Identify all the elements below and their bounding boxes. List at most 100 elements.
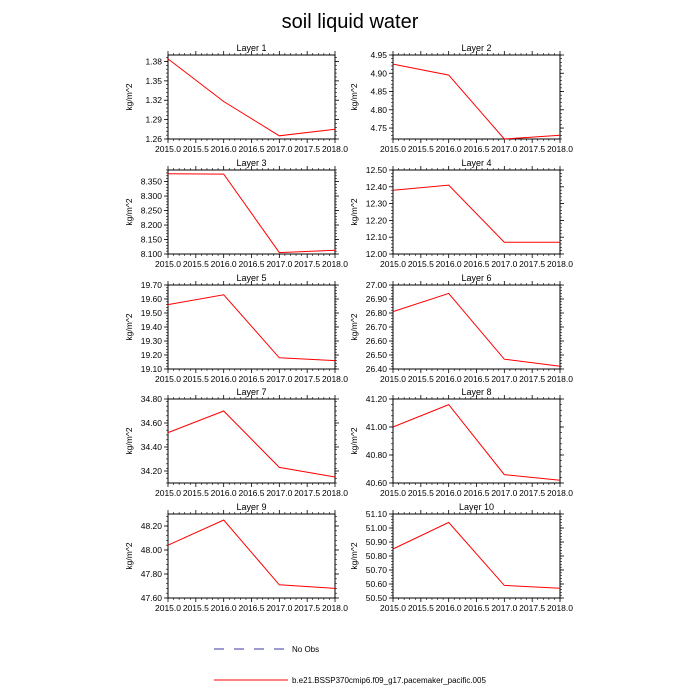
- panel-8-xtick-label: 2016.5: [464, 488, 490, 498]
- panel-6-xtick-label: 2015.5: [408, 374, 434, 384]
- panel-10-ylabel: kg/m^2: [349, 542, 359, 569]
- panel-9-ylabel: kg/m^2: [124, 542, 134, 569]
- panel-3-xtick-label: 2017.0: [266, 259, 292, 269]
- panel-1-xtick-label: 2015.5: [183, 144, 209, 154]
- panel-10-ytick-label: 51.00: [366, 523, 388, 533]
- panel-9-frame: [167, 513, 336, 599]
- panel-10-xtick-label: 2016.5: [464, 603, 490, 613]
- panel-2-xtick-label: 2015.5: [408, 144, 434, 154]
- panel-5-ytick-label: 19.40: [141, 322, 163, 332]
- panel-4-xtick-label: 2017.0: [491, 259, 517, 269]
- panel-1-xtick-label: 2016.0: [211, 144, 237, 154]
- panel-4-xtick-label: 2016.0: [436, 259, 462, 269]
- panel-8-xtick-label: 2017.5: [519, 488, 545, 498]
- panel-2-xtick-label: 2017.0: [491, 144, 517, 154]
- panel-2-ytick-label: 4.75: [370, 123, 387, 133]
- panel-4-series-line: [392, 184, 560, 243]
- panel-5-ylabel: kg/m^2: [124, 313, 134, 340]
- panel-8-ytick-label: 41.20: [366, 394, 388, 404]
- panel-6-ytick-label: 26.80: [366, 308, 388, 318]
- panel-2-xtick-label: 2016.5: [464, 144, 490, 154]
- panel-2-xtick-label: 2015.0: [380, 144, 406, 154]
- panel-9-xtick-label: 2016.0: [211, 603, 237, 613]
- panel-4-ytick-label: 12.40: [366, 182, 388, 192]
- panel-5-xtick-label: 2015.0: [155, 374, 181, 384]
- panel-9-ytick-label: 48.20: [141, 521, 163, 531]
- panel-2-ytick-label: 4.90: [370, 68, 387, 78]
- panel-5-xtick-label: 2016.0: [211, 374, 237, 384]
- panel-10-xtick-label: 2016.0: [436, 603, 462, 613]
- panel-10-xtick-label: 2017.5: [519, 603, 545, 613]
- panel-8-ytick-label: 41.00: [366, 422, 388, 432]
- panel-10-ytick-label: 51.10: [366, 509, 388, 519]
- legend-obs-label: No Obs: [292, 645, 319, 654]
- panel-9-ytick-label: 47.60: [141, 593, 163, 603]
- panel-6-xtick-label: 2016.0: [436, 374, 462, 384]
- panel-10-xtick-label: 2015.0: [380, 603, 406, 613]
- panel-8-title: Layer 8: [461, 387, 491, 397]
- panel-6-xtick-label: 2017.5: [519, 374, 545, 384]
- panel-3-ytick-label: 8.350: [141, 177, 163, 187]
- panel-1-ytick-label: 1.26: [145, 134, 162, 144]
- panel-2-ylabel: kg/m^2: [349, 83, 359, 110]
- panel-5-xtick-label: 2016.5: [239, 374, 265, 384]
- panel-5-ytick-label: 19.70: [141, 280, 163, 290]
- panel-3-xtick-label: 2018.0: [322, 259, 348, 269]
- panel-7-xtick-label: 2016.5: [239, 488, 265, 498]
- panel-9-xtick-label: 2017.0: [266, 603, 292, 613]
- panel-5-series-line: [167, 294, 336, 362]
- panel-2-xtick-label: 2016.0: [436, 144, 462, 154]
- panel-3-xtick-label: 2016.5: [239, 259, 265, 269]
- panel-7-ytick-label: 34.60: [141, 418, 163, 428]
- panel-8-xtick-label: 2018.0: [547, 488, 573, 498]
- panel-7-ytick-label: 34.40: [141, 442, 163, 452]
- panel-10-ytick-label: 50.60: [366, 579, 388, 589]
- panel-5-xtick-label: 2015.5: [183, 374, 209, 384]
- panel-4-xtick-label: 2018.0: [547, 259, 573, 269]
- panel-3-xtick-label: 2015.0: [155, 259, 181, 269]
- panel-3-ytick-label: 8.100: [141, 249, 163, 259]
- panel-5-xtick-label: 2017.5: [294, 374, 320, 384]
- panel-8-xtick-label: 2017.0: [491, 488, 517, 498]
- panel-4-ylabel: kg/m^2: [349, 198, 359, 225]
- legend-model-label: b.e21.BSSP370cmip6.f09_g17.pacemaker_pac…: [292, 676, 486, 685]
- panel-9-xtick-label: 2017.5: [294, 603, 320, 613]
- figure-title: soil liquid water: [282, 11, 419, 33]
- panel-6-ytick-label: 26.70: [366, 322, 388, 332]
- panel-4-ytick-label: 12.10: [366, 232, 388, 242]
- panel-4-ytick-label: 12.20: [366, 215, 388, 225]
- panel-2-ytick-label: 4.95: [370, 50, 387, 60]
- panel-6-ytick-label: 27.00: [366, 280, 388, 290]
- panel-4-ytick-label: 12.50: [366, 165, 388, 175]
- panel-1-xtick-label: 2018.0: [322, 144, 348, 154]
- panel-4-xtick-label: 2017.5: [519, 259, 545, 269]
- panel-8-frame: [392, 398, 561, 484]
- panel-4-xtick-label: 2016.5: [464, 259, 490, 269]
- panel-9-title: Layer 9: [236, 502, 266, 512]
- panel-7-series-line: [167, 410, 336, 478]
- panel-5-xtick-label: 2017.0: [266, 374, 292, 384]
- panel-4-xtick-label: 2015.5: [408, 259, 434, 269]
- panel-9-ytick-label: 47.80: [141, 569, 163, 579]
- panel-6-title: Layer 6: [461, 273, 491, 283]
- panel-10-series-line: [392, 521, 561, 589]
- panel-8-xtick-label: 2015.0: [380, 488, 406, 498]
- panel-10-xtick-label: 2018.0: [547, 603, 573, 613]
- panel-3-xtick-label: 2017.5: [294, 259, 320, 269]
- panel-1-ytick-label: 1.35: [145, 76, 162, 86]
- panel-9-xtick-label: 2015.0: [155, 603, 181, 613]
- panel-6-xtick-label: 2016.5: [464, 374, 490, 384]
- panel-3-ytick-label: 8.150: [141, 235, 163, 245]
- panel-7-xtick-label: 2015.5: [183, 488, 209, 498]
- panel-5-ytick-label: 19.60: [141, 294, 163, 304]
- legend: No Obs b.e21.BSSP370cmip6.f09_g17.pacema…: [214, 645, 486, 685]
- panel-4-xtick-label: 2015.0: [380, 259, 406, 269]
